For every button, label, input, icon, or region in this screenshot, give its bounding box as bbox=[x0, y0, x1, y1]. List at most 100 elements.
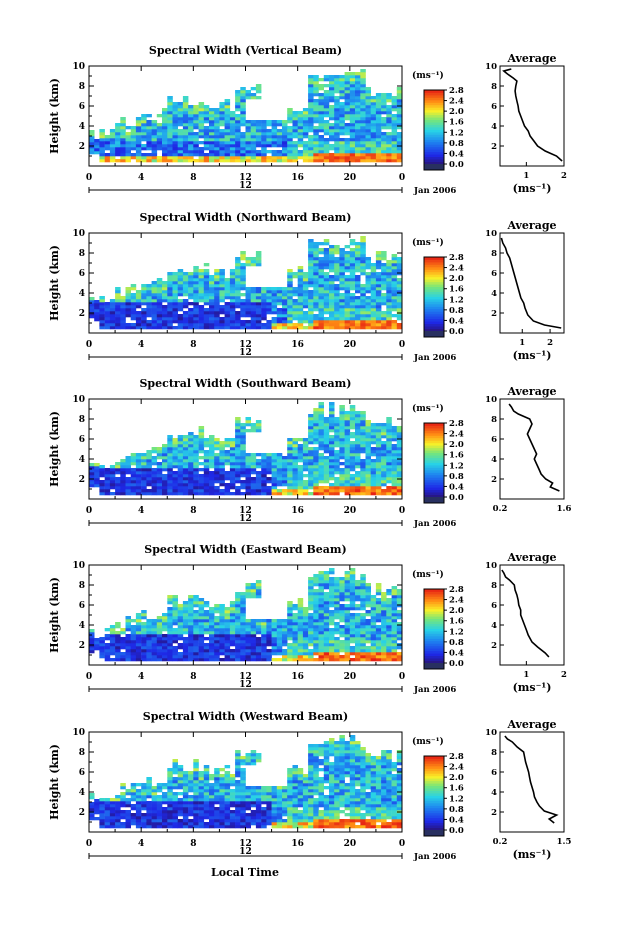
heatmap-cell bbox=[339, 308, 345, 312]
heatmap-cell bbox=[391, 595, 398, 599]
heatmap-cell bbox=[375, 474, 382, 478]
heatmap-cell bbox=[104, 637, 111, 641]
heatmap-cell bbox=[235, 129, 241, 133]
heatmap-cell bbox=[219, 305, 225, 309]
heatmap-cell bbox=[235, 269, 241, 273]
colorbar-segment bbox=[424, 144, 444, 148]
heatmap-cell bbox=[172, 293, 178, 297]
colorbar-segment bbox=[424, 321, 444, 324]
heatmap-cell bbox=[235, 607, 241, 611]
heatmap-cell bbox=[339, 147, 345, 151]
heatmap-cell bbox=[125, 293, 131, 297]
heatmap-cell bbox=[292, 314, 298, 318]
heatmap-cell bbox=[240, 117, 246, 121]
heatmap-cell bbox=[120, 323, 126, 327]
heatmap-cell bbox=[365, 275, 371, 279]
heatmap-cell bbox=[255, 260, 262, 264]
heatmap-cell bbox=[349, 420, 356, 424]
heatmap-cell bbox=[219, 111, 225, 115]
heatmap-cell bbox=[104, 658, 111, 662]
heatmap-cell bbox=[302, 444, 309, 448]
heatmap-cell bbox=[172, 296, 178, 300]
heatmap-cell bbox=[182, 646, 189, 650]
heatmap-cell bbox=[355, 637, 361, 641]
heatmap-cell bbox=[193, 447, 199, 451]
heatmap-cell bbox=[355, 447, 361, 451]
heatmap-cell bbox=[365, 589, 371, 593]
heatmap-cell bbox=[287, 441, 293, 445]
heatmap-cell bbox=[375, 604, 382, 608]
heatmap-cell bbox=[219, 652, 225, 656]
heatmap-cell bbox=[302, 462, 309, 466]
heatmap-cell bbox=[386, 480, 392, 484]
heatmap-cell bbox=[282, 314, 288, 318]
heatmap-cell bbox=[370, 640, 377, 644]
heatmap-cell bbox=[209, 474, 215, 478]
heatmap-cell bbox=[287, 652, 293, 656]
heatmap-cell bbox=[125, 625, 131, 629]
heatmap-cell bbox=[99, 153, 105, 157]
heatmap-cell bbox=[255, 631, 262, 635]
heatmap-cell bbox=[104, 311, 111, 315]
heatmap-cell bbox=[344, 320, 351, 324]
heatmap-cell bbox=[302, 489, 309, 493]
heatmap-cell bbox=[240, 634, 246, 638]
heatmap-cell bbox=[151, 637, 158, 641]
heatmap-cell bbox=[115, 465, 121, 469]
heatmap-cell bbox=[360, 489, 366, 493]
heatmap-cell bbox=[235, 429, 241, 433]
heatmap-cell bbox=[349, 595, 356, 599]
heatmap-cell bbox=[151, 320, 158, 324]
heatmap-cell bbox=[334, 150, 340, 154]
heatmap-cell bbox=[172, 444, 178, 448]
heatmap-cell bbox=[156, 640, 163, 644]
heatmap-cell bbox=[282, 628, 288, 632]
colorbar-segment bbox=[424, 487, 444, 490]
heatmap-cell bbox=[370, 631, 377, 635]
colorbar-tick-label: 0.4 bbox=[449, 149, 464, 159]
heatmap-cell bbox=[344, 652, 351, 656]
heatmap-cell bbox=[365, 486, 371, 490]
heatmap-cell bbox=[297, 269, 304, 273]
heatmap-cell bbox=[235, 477, 241, 481]
heatmap-cell bbox=[334, 489, 340, 493]
heatmap-cell bbox=[334, 117, 340, 121]
heatmap-cell bbox=[297, 637, 304, 641]
heatmap-cell bbox=[167, 120, 173, 124]
heatmap-cell bbox=[355, 480, 361, 484]
heatmap-cell bbox=[297, 444, 304, 448]
heatmap-cell bbox=[349, 308, 356, 312]
heatmap-cell bbox=[224, 474, 231, 478]
heatmap-cell bbox=[172, 287, 178, 291]
heatmap-cell bbox=[172, 135, 178, 139]
heatmap-cell bbox=[250, 589, 257, 593]
heatmap-cell bbox=[396, 432, 403, 436]
heatmap-cell bbox=[391, 305, 398, 309]
heatmap-cell bbox=[339, 278, 345, 282]
heatmap-cell bbox=[209, 471, 215, 475]
heatmap-cell bbox=[313, 486, 319, 490]
heatmap-cell bbox=[188, 604, 194, 608]
heatmap-cell bbox=[250, 429, 257, 433]
heatmap-cell bbox=[355, 260, 361, 264]
heatmap-cell bbox=[120, 147, 126, 151]
heatmap-cell bbox=[224, 132, 231, 136]
heatmap-cell bbox=[370, 317, 377, 321]
colorbar-segment bbox=[424, 437, 444, 441]
heatmap-cell bbox=[172, 320, 178, 324]
heatmap-cell bbox=[386, 272, 392, 276]
heatmap-cell bbox=[381, 153, 387, 157]
heatmap-cell bbox=[188, 135, 194, 139]
heatmap-cell bbox=[313, 652, 319, 656]
heatmap-cell bbox=[209, 308, 215, 312]
heatmap-cell bbox=[297, 156, 304, 160]
heatmap-cell bbox=[334, 102, 340, 106]
heatmap-cell bbox=[172, 456, 178, 460]
heatmap-cell bbox=[141, 302, 147, 306]
heatmap-cell bbox=[193, 643, 199, 647]
heatmap-cell bbox=[318, 447, 324, 451]
x-tick-label: 16 bbox=[291, 340, 304, 350]
heatmap-cell bbox=[156, 625, 163, 629]
heatmap-cell bbox=[177, 616, 184, 620]
heatmap-cell bbox=[240, 655, 246, 659]
